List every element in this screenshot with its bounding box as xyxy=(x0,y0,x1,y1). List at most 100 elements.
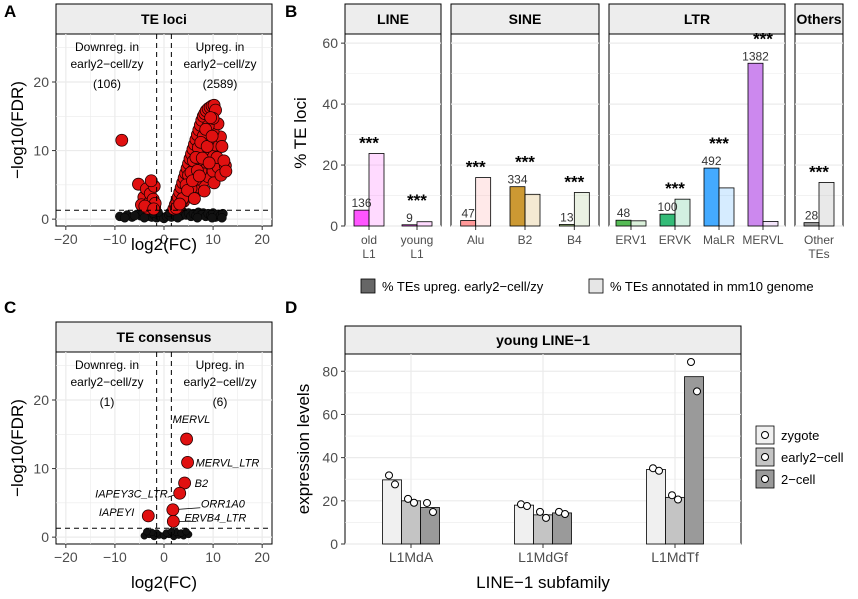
panel-a-ticks: −20 −10 0 10 20 0 10 20 xyxy=(33,74,270,247)
panel-c-up-count: (6) xyxy=(213,395,228,409)
bar-genome xyxy=(368,153,385,227)
legend-point xyxy=(761,475,769,483)
panel-letter-d: D xyxy=(285,298,297,317)
panel-a-up-count: (2589) xyxy=(203,77,238,91)
panel-b-y-tick-label: 40 xyxy=(322,96,338,112)
panel-c-title: TE consensus xyxy=(117,329,212,345)
panel-a-up-label-2: early2−cell/zy xyxy=(183,57,256,71)
panel-b-strip-label: LTR xyxy=(684,11,710,27)
te-consensus-point xyxy=(173,486,187,500)
panel-b-x-tick-label: young xyxy=(401,233,434,247)
upregulated-te-point xyxy=(188,192,201,205)
x-tick-label: 20 xyxy=(254,231,270,247)
bar-upregulated xyxy=(460,220,477,227)
te-consensus-label: ORR1A0 xyxy=(201,499,246,511)
te-consensus-label: IAPEYI xyxy=(99,507,134,519)
replicate-point xyxy=(391,480,399,489)
panel-b-strip-label: LINE xyxy=(377,11,409,27)
x-tick-label: 0 xyxy=(160,231,168,247)
panel-a-xlabel: log2(FC) xyxy=(131,235,197,254)
y-tick-label: 20 xyxy=(33,392,49,408)
legend-swatch-genome xyxy=(588,278,604,294)
replicate-point xyxy=(404,494,412,503)
nonsignificant-point xyxy=(182,527,190,536)
te-consensus-point xyxy=(181,455,194,469)
bar-count-label: 48 xyxy=(617,206,631,220)
expression-bar xyxy=(552,512,572,545)
significance-stars: *** xyxy=(407,191,427,210)
bar-count-label: 334 xyxy=(507,173,527,187)
legend-label: 2−cell xyxy=(781,472,815,487)
y-tick-label: 0 xyxy=(41,529,49,545)
bar-genome xyxy=(674,198,691,227)
x-tick-label: 20 xyxy=(254,549,270,565)
te-consensus-point xyxy=(180,432,193,446)
panel-b-x-tick-label: Alu xyxy=(467,233,484,247)
te-consensus-point xyxy=(166,514,180,528)
bar-count-label: 28 xyxy=(805,209,819,223)
te-consensus-label: MERVL xyxy=(173,414,211,426)
panel-a-title: TE loci xyxy=(141,11,187,27)
y-tick-label: 0 xyxy=(41,211,49,227)
bar-upregulated xyxy=(803,222,820,227)
legend-label: zygote xyxy=(781,428,819,443)
bar-upregulated xyxy=(703,167,720,227)
panel-d-ticks: L1MdA L1MdGf L1MdTf 0 20 40 60 80 xyxy=(322,363,698,565)
nonsignificant-point xyxy=(143,527,151,536)
panel-c-strip xyxy=(55,321,273,353)
x-tick-label: −10 xyxy=(103,231,127,247)
legend-label-genome: % TEs annotated in mm10 genome xyxy=(610,279,814,294)
te-consensus-point xyxy=(141,509,155,523)
upregulated-te-point xyxy=(202,156,216,170)
panel-b-ylabel: % TE loci xyxy=(291,97,310,169)
panel-b-te-class-bars: LINE SINE LTR Others136***oldL19***youngL14… xyxy=(291,3,844,294)
upregulated-te-point xyxy=(215,140,229,153)
bar-genome xyxy=(630,220,647,227)
bar-genome xyxy=(475,177,492,227)
y-tick-label: 10 xyxy=(33,461,49,477)
panel-c-down-label-2: early2−cell/zy xyxy=(70,375,143,389)
panel-d-y-tick-label: 40 xyxy=(322,450,338,466)
replicate-point xyxy=(668,491,676,500)
panel-c-up-label-2: early2−cell/zy xyxy=(183,375,256,389)
panel-b-strip xyxy=(450,3,600,35)
expression-bar xyxy=(382,479,402,545)
panel-a-down-count: (106) xyxy=(93,77,121,91)
panel-c-threshold-lines xyxy=(56,352,272,544)
panel-c-down-label-1: Downreg. in xyxy=(75,358,139,372)
bar-genome xyxy=(416,221,433,227)
bar-count-label: 13 xyxy=(560,210,574,224)
replicate-point xyxy=(523,502,531,510)
x-tick-label: −20 xyxy=(54,231,78,247)
panel-a-volcano: TE loci Downreg. in early2−cell/zy (106)… xyxy=(8,3,273,254)
expression-bar xyxy=(665,496,685,545)
upregulated-te-point xyxy=(197,184,211,198)
te-consensus-label: IAPEY3C_LTR xyxy=(95,488,168,500)
significance-stars: *** xyxy=(466,158,486,177)
te-consensus-label: ERVB4_LTR xyxy=(184,512,246,524)
upregulated-te-point xyxy=(192,169,206,183)
panel-b-x-tick-label: Other xyxy=(804,233,834,247)
replicate-point xyxy=(693,387,701,396)
panel-c-xlabel: log2(FC) xyxy=(131,573,197,592)
panel-c-up-label-1: Upreg. in xyxy=(196,358,245,372)
bar-count-label: 9 xyxy=(406,211,413,225)
upregulated-te-point xyxy=(115,133,129,147)
legend-point xyxy=(761,431,769,439)
panel-letter-c: C xyxy=(4,298,16,317)
panel-d-strip xyxy=(344,325,742,355)
expression-bar xyxy=(514,504,534,545)
y-tick-label: 20 xyxy=(33,74,49,90)
panel-b-x-tick-label: old xyxy=(361,233,377,247)
panel-d-bars xyxy=(382,357,704,545)
significance-stars: *** xyxy=(753,29,773,48)
replicate-point xyxy=(410,498,418,507)
panel-c-down-count: (1) xyxy=(100,395,115,409)
replicate-point xyxy=(655,466,663,475)
nonsignificant-point xyxy=(217,213,227,223)
bar-upregulated xyxy=(558,224,575,227)
replicate-point xyxy=(687,357,695,366)
panel-a-strip xyxy=(55,3,273,35)
significance-stars: *** xyxy=(809,162,829,181)
